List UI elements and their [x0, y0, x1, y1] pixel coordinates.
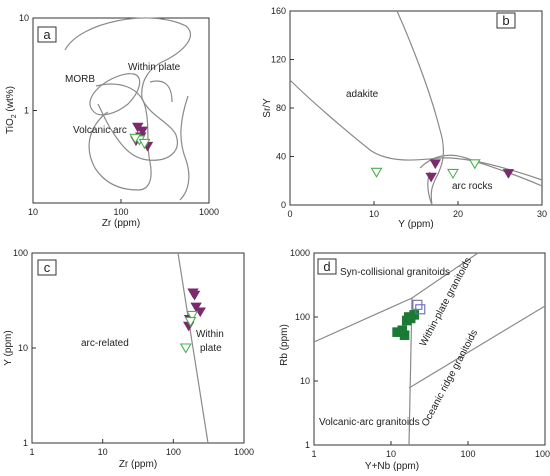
panel-d-x-axis-label: Y+Nb (ppm) [365, 461, 419, 472]
x-tick-label: 10 [98, 447, 108, 457]
panel-a-frame [32, 17, 210, 204]
panel-a-field-within-plate: Within plate [128, 62, 181, 73]
panel-d-label: d [323, 259, 330, 274]
y-tick-label: 0 [281, 200, 286, 210]
panel-d-frame [313, 252, 546, 446]
open-triangle-point [138, 138, 151, 150]
panel-d: Syn-collisional granitoids Within-plate … [279, 248, 550, 472]
y-tick-label: 40 [276, 152, 286, 162]
y-tick-label: 80 [276, 103, 286, 113]
y-tick-label: 1 [305, 440, 310, 450]
x-tick-label: 1 [311, 449, 316, 459]
open-triangle-point [184, 316, 197, 328]
panel-b-field-arc-rocks: arc rocks [452, 181, 493, 192]
panel-d-points [392, 299, 426, 340]
open-triangle-point [179, 343, 192, 354]
panel-c-field-within-plate-1: Within [196, 329, 224, 340]
panel-c-field-arc-related: arc-related [81, 338, 129, 349]
panel-b-field-adakite: adakite [346, 89, 379, 100]
panel-a-volcanic-arc-boundary [88, 83, 152, 191]
panel-a: MORB Within plate Volcanic arc a Zr (ppm… [5, 13, 219, 229]
panel-b-label-box [496, 12, 516, 29]
panel-a-morb-boundary [89, 73, 141, 116]
filled-triangle-point [425, 172, 437, 183]
panel-b-axes: 0 10 20 30 0 40 80 120 160 [271, 6, 547, 219]
x-tick-label: 100 [113, 207, 128, 217]
y-tick-label: 160 [271, 6, 286, 16]
x-tick-label: 100 [460, 449, 475, 459]
panel-c-x-axis-label: Zr (ppm) [119, 459, 157, 470]
x-tick-label: 10 [28, 207, 38, 217]
y-tick-label: 1 [23, 438, 28, 448]
panel-c-y-axis-label: Y (ppm) [3, 330, 14, 365]
panel-d-y-axis-label: Rb (ppm) [279, 324, 290, 366]
panel-c: arc-related Within plate c Zr (ppm) Y (p… [3, 248, 254, 470]
panel-a-field-volcanic-arc: Volcanic arc [73, 125, 127, 136]
panel-a-label-box [37, 26, 57, 43]
y-tick-label: 10 [19, 13, 29, 23]
open-triangle-point [468, 159, 481, 170]
open-triangle-point [186, 310, 199, 322]
filled-triangle-point [190, 302, 202, 313]
panel-d-field-volcanic-arc: Volcanic-arc granitoids [319, 417, 420, 428]
panel-b-adakite-curve-top [396, 10, 444, 206]
x-tick-label: 1000 [199, 207, 219, 217]
panel-c-points [179, 288, 206, 354]
filled-square-point [397, 325, 408, 336]
y-tick-label: 100 [295, 312, 310, 322]
panel-a-x-axis-label: Zr (ppm) [102, 218, 140, 229]
panel-b-x-axis-label: Y (ppm) [398, 219, 433, 230]
x-tick-label: 1000 [535, 449, 550, 459]
x-tick-label: 0 [287, 209, 292, 219]
open-triangle-point [129, 133, 142, 144]
y-tick-label: 10 [18, 343, 28, 353]
panel-d-field-syn-collisional: Syn-collisional granitoids [340, 267, 450, 278]
panel-a-axes: 10 100 1000 1 10 [19, 13, 219, 217]
panel-c-field-within-plate-2: plate [200, 343, 222, 354]
x-tick-label: 30 [537, 209, 547, 219]
panel-b-label: b [502, 13, 509, 28]
panel-b-arc-curve [419, 154, 543, 187]
panel-b-y-axis-label: Sr/Y [262, 98, 273, 118]
x-tick-label: 100 [166, 447, 181, 457]
panel-b: adakite arc rocks b Y (ppm) Sr/Y 0 10 20 30… [262, 6, 547, 230]
panel-c-label: c [44, 260, 51, 275]
y-tick-label: 1 [24, 106, 29, 116]
panel-c-axes: 1 10 100 1000 1 10 100 [13, 248, 254, 457]
open-triangle-point [446, 168, 459, 180]
panel-d-ocean-ridge-boundary [408, 305, 546, 389]
panel-a-field-morb: MORB [65, 74, 95, 85]
panel-b-adakite-curve-left [289, 79, 543, 181]
x-tick-label: 1 [29, 447, 34, 457]
panel-c-boundary [177, 252, 209, 444]
y-tick-label: 100 [13, 248, 28, 258]
x-tick-label: 20 [453, 209, 463, 219]
panel-b-points [370, 159, 515, 183]
x-tick-label: 10 [369, 209, 379, 219]
filled-triangle-point [188, 290, 201, 301]
panel-d-label-box [317, 258, 337, 275]
open-triangle-point [370, 167, 383, 178]
panel-a-outer-curve [149, 80, 173, 103]
panel-a-within-plate-boundary [64, 17, 191, 161]
panel-a-y-axis-label: TiO2 (wt%) [5, 86, 18, 134]
filled-square-point [405, 313, 416, 324]
panel-a-points [129, 122, 154, 152]
y-tick-label: 120 [271, 55, 286, 65]
x-tick-label: 10 [386, 449, 396, 459]
open-square-point [415, 304, 426, 315]
panel-c-label-box [37, 259, 57, 276]
y-tick-label: 10 [300, 376, 310, 386]
x-tick-label: 1000 [234, 447, 254, 457]
panel-a-right-curve [179, 95, 190, 201]
filled-triangle-point [194, 307, 206, 318]
panel-b-frame [289, 10, 543, 206]
filled-triangle-point [502, 169, 515, 179]
filled-triangle-point [429, 159, 442, 170]
panel-d-axes: 1 10 100 1000 1 10 100 1000 [290, 248, 550, 459]
filled-triangle-point [136, 126, 149, 137]
panel-a-label: a [43, 27, 51, 42]
y-tick-label: 1000 [290, 248, 310, 258]
